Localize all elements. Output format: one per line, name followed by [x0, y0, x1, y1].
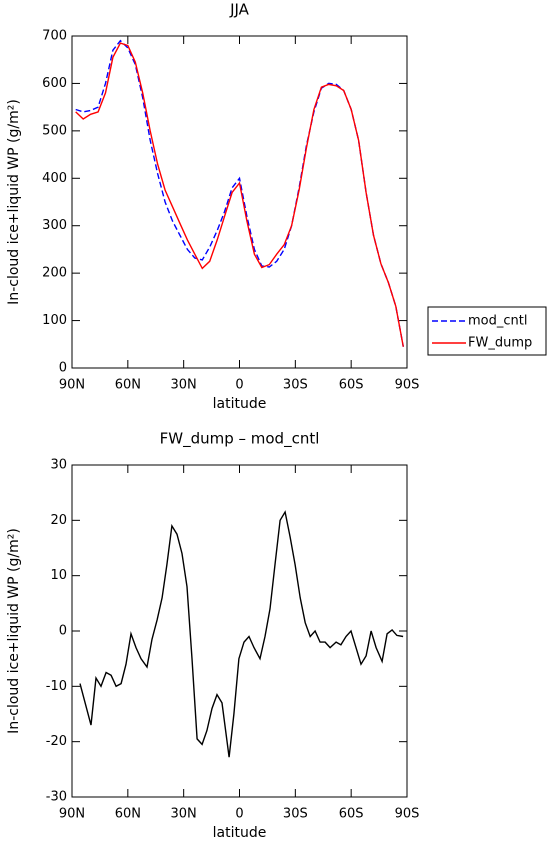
x-tick-label: 30S [283, 378, 308, 393]
x-tick-label: 60S [339, 378, 364, 393]
x-tick-label: 60N [115, 807, 141, 822]
x-tick-label: 90S [395, 378, 420, 393]
y-axis-label: In-cloud ice+liquid WP (g/m²) [6, 528, 22, 734]
y-tick-label: 600 [42, 76, 67, 91]
legend-label: mod_cntl [468, 314, 527, 329]
legend-box [427, 306, 547, 356]
x-tick-label: 0 [235, 378, 243, 393]
x-tick-label: 30N [171, 378, 197, 393]
y-tick-label: 10 [50, 568, 67, 583]
x-axis-label: latitude [213, 825, 267, 841]
y-tick-label: 30 [50, 458, 67, 473]
y-tick-label: 0 [59, 361, 67, 376]
y-tick-label: 700 [42, 29, 67, 44]
legend-label: FW_dump [468, 336, 532, 351]
x-tick-label: 30S [283, 807, 308, 822]
y-tick-label: 100 [42, 313, 67, 328]
y-axis-label: In-cloud ice+liquid WP (g/m²) [6, 99, 22, 305]
y-tick-label: -20 [46, 734, 67, 749]
chart-title: FW_dump – mod_cntl [160, 430, 320, 449]
data-line [79, 510, 404, 758]
y-tick-label: 300 [42, 218, 67, 233]
x-tick-label: 60N [115, 378, 141, 393]
x-tick-label: 90N [59, 378, 85, 393]
plot-frame [71, 35, 408, 369]
x-tick-label: 60S [339, 807, 364, 822]
plot-frame [71, 464, 408, 798]
y-tick-label: -30 [46, 790, 67, 805]
y-tick-label: -10 [46, 679, 67, 694]
y-tick-label: 0 [59, 624, 67, 639]
y-tick-label: 20 [50, 513, 67, 528]
x-axis-label: latitude [213, 396, 267, 412]
chart-title: JJA [229, 1, 250, 19]
y-tick-label: 400 [42, 171, 67, 186]
data-line [75, 42, 404, 347]
x-tick-label: 30N [171, 807, 197, 822]
x-tick-label: 0 [235, 807, 243, 822]
y-tick-label: 200 [42, 266, 67, 281]
x-tick-label: 90N [59, 807, 85, 822]
x-tick-label: 90S [395, 807, 420, 822]
y-tick-label: 500 [42, 123, 67, 138]
data-line [75, 39, 404, 347]
